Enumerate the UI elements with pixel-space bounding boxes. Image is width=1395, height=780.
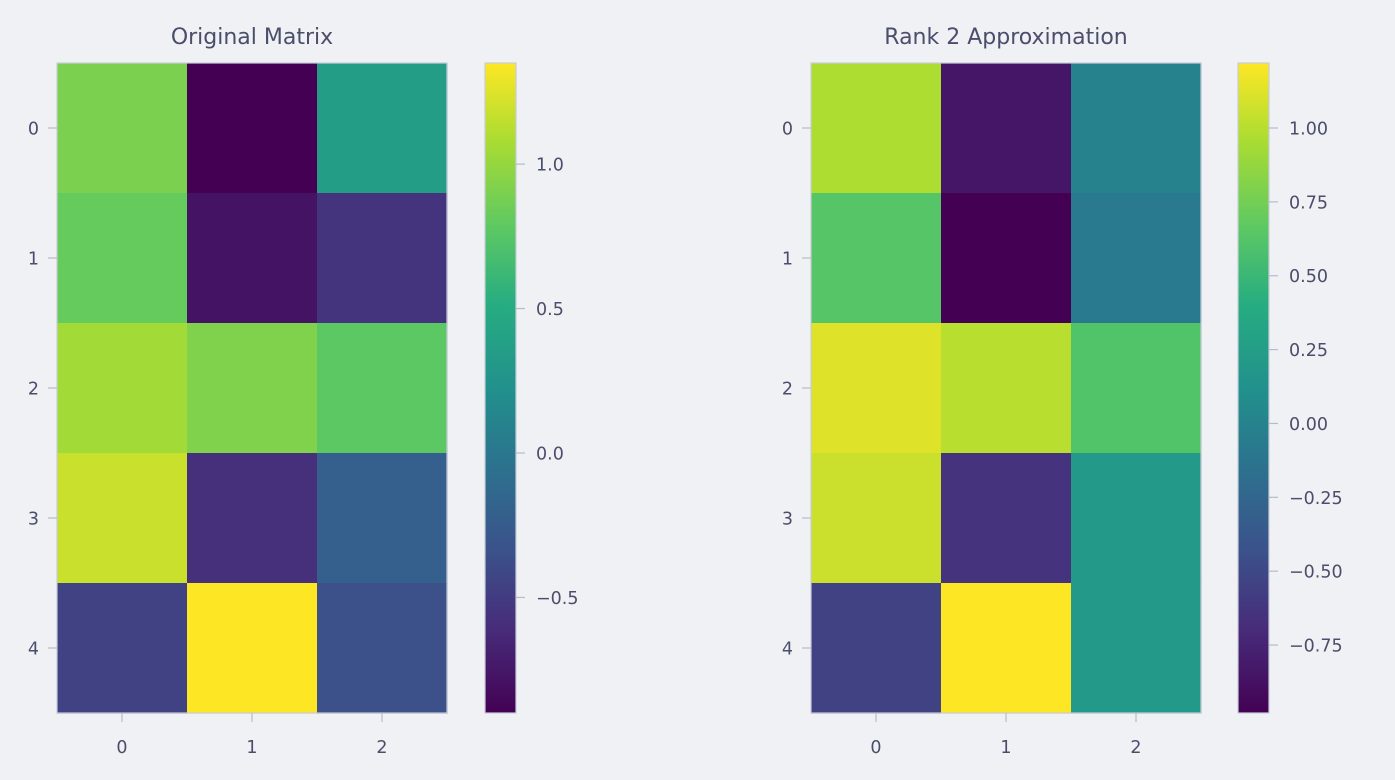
heatmap-cell <box>811 323 942 454</box>
y-tick-label: 1 <box>28 250 39 270</box>
colorbar-original <box>485 63 516 713</box>
heatmap-cell <box>1071 323 1202 454</box>
colorbar-tick-label: 0.25 <box>1289 341 1328 361</box>
heatmap-cell <box>941 193 1072 324</box>
y-tick-label: 2 <box>782 380 793 400</box>
heatmap-cell <box>811 583 942 714</box>
heatmap-cell <box>187 583 318 714</box>
heatmap-cell <box>1071 63 1202 194</box>
colorbar-ticks-original: 1.0 0.5 0.0 −0.5 <box>516 156 579 609</box>
colorbar-rank2 <box>1238 63 1269 713</box>
heatmap-panel-rank2: Rank 2 Approximation 0 1 2 3 4 0 1 2 1.00 0.75 0.… <box>782 25 1343 758</box>
colorbar-frame-original <box>484 62 517 714</box>
heatmap-cell <box>941 63 1072 194</box>
heatmap-cell <box>941 323 1072 454</box>
heatmap-cell <box>1071 453 1202 584</box>
x-tick-label: 0 <box>870 738 881 758</box>
colorbar-tick-label: 1.00 <box>1289 120 1328 140</box>
y-tick-label: 2 <box>28 380 39 400</box>
heatmap-cell <box>1071 583 1202 714</box>
colorbar-tick-label: 0.5 <box>536 300 564 320</box>
y-tick-label: 3 <box>28 510 39 530</box>
heatmap-cell <box>57 583 188 714</box>
x-tick-label: 0 <box>116 738 127 758</box>
heatmap-cell <box>187 193 318 324</box>
colorbar-tick-label: 0.0 <box>536 445 564 465</box>
colorbar-frame-rank2 <box>1237 62 1270 714</box>
colorbar-tick-label: −0.50 <box>1289 563 1343 583</box>
colorbar-tick-label: 0.00 <box>1289 415 1328 435</box>
chart-title-original: Original Matrix <box>171 25 333 50</box>
heatmap-cells-original <box>57 63 448 714</box>
heatmap-cell <box>811 63 942 194</box>
x-tick-label: 2 <box>376 738 387 758</box>
heatmap-cell <box>811 193 942 324</box>
colorbar-tick-label: −0.75 <box>1289 637 1343 657</box>
y-tick-label: 4 <box>28 640 39 660</box>
colorbar-tick-label: −0.5 <box>536 589 579 609</box>
y-tick-label: 4 <box>782 640 793 660</box>
colorbar-tick-label: 0.50 <box>1289 267 1328 287</box>
heatmap-panel-original: Original Matrix 0 1 2 3 4 0 1 2 1.0 0.5 0.0 −0.5 <box>28 25 579 758</box>
heatmap-cell <box>1071 193 1202 324</box>
colorbar-tick-label: 0.75 <box>1289 193 1328 213</box>
heatmap-cell <box>941 583 1072 714</box>
heatmap-cell <box>187 63 318 194</box>
x-tick-label: 1 <box>246 738 257 758</box>
heatmap-cell <box>57 323 188 454</box>
heatmap-cell <box>187 323 318 454</box>
x-tick-label: 1 <box>1000 738 1011 758</box>
heatmap-cell <box>57 453 188 584</box>
heatmap-cell <box>57 63 188 194</box>
heatmap-cells-rank2 <box>811 63 1202 714</box>
chart-title-rank2: Rank 2 Approximation <box>884 25 1127 50</box>
heatmap-cell <box>317 63 448 194</box>
heatmap-cell <box>811 453 942 584</box>
colorbar-tick-label: 1.0 <box>536 156 564 176</box>
heatmap-axes-original: 0 1 2 3 4 0 1 2 <box>28 120 388 759</box>
y-tick-label: 3 <box>782 510 793 530</box>
heatmap-axes-rank2: 0 1 2 3 4 0 1 2 <box>782 120 1142 759</box>
heatmap-cell <box>317 193 448 324</box>
heatmap-cell <box>317 323 448 454</box>
colorbar-ticks-rank2: 1.00 0.75 0.50 0.25 0.00 −0.25 −0.50 −0.75 <box>1269 120 1343 657</box>
y-tick-label: 0 <box>28 120 39 140</box>
heatmap-cell <box>317 453 448 584</box>
heatmap-cell <box>941 453 1072 584</box>
y-tick-label: 0 <box>782 120 793 140</box>
x-tick-label: 2 <box>1130 738 1141 758</box>
heatmap-cell <box>317 583 448 714</box>
heatmap-cell <box>187 453 318 584</box>
heatmap-cell <box>57 193 188 324</box>
y-tick-label: 1 <box>782 250 793 270</box>
colorbar-tick-label: −0.25 <box>1289 489 1343 509</box>
